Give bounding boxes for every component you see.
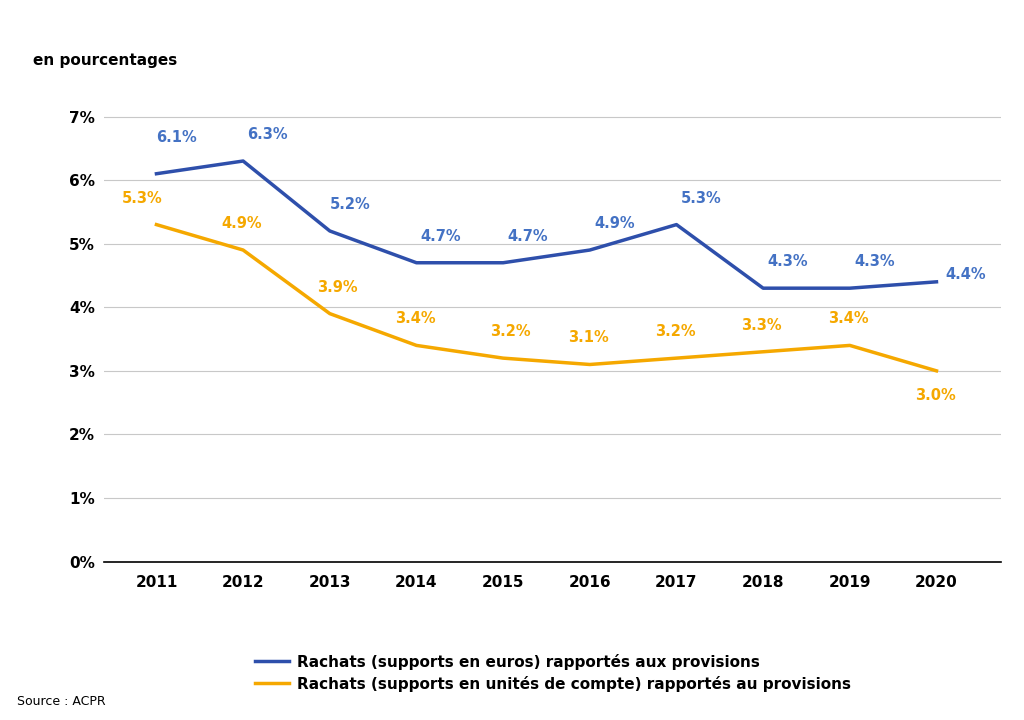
Text: Source : ACPR: Source : ACPR [17, 695, 106, 708]
Text: 3.2%: 3.2% [490, 324, 530, 339]
Text: 3.4%: 3.4% [828, 311, 868, 326]
Text: 4.3%: 4.3% [767, 254, 808, 269]
Text: en pourcentages: en pourcentages [33, 53, 177, 68]
Text: 3.9%: 3.9% [316, 279, 357, 294]
Text: 4.3%: 4.3% [854, 254, 895, 269]
Text: 6.3%: 6.3% [248, 127, 288, 142]
Text: 4.7%: 4.7% [508, 229, 548, 243]
Legend: Rachats (supports en euros) rapportés aux provisions, Rachats (supports en unité: Rachats (supports en euros) rapportés au… [249, 647, 857, 698]
Text: 4.7%: 4.7% [421, 229, 462, 243]
Text: Graphique 8 : Rachats rapportés aux provisions (par type de supports): Graphique 8 : Rachats rapportés aux prov… [25, 27, 742, 45]
Text: 6.1%: 6.1% [157, 130, 198, 145]
Text: 5.3%: 5.3% [681, 191, 722, 205]
Text: 3.0%: 3.0% [914, 387, 955, 402]
Text: 4.9%: 4.9% [594, 216, 635, 231]
Text: 3.2%: 3.2% [654, 324, 695, 339]
Text: 5.3%: 5.3% [122, 191, 163, 205]
Text: 4.9%: 4.9% [221, 216, 262, 231]
Text: 3.4%: 3.4% [395, 311, 435, 326]
Text: 3.1%: 3.1% [568, 330, 609, 346]
Text: 3.3%: 3.3% [741, 318, 782, 333]
Text: 5.2%: 5.2% [330, 197, 371, 212]
Text: 4.4%: 4.4% [945, 267, 986, 282]
